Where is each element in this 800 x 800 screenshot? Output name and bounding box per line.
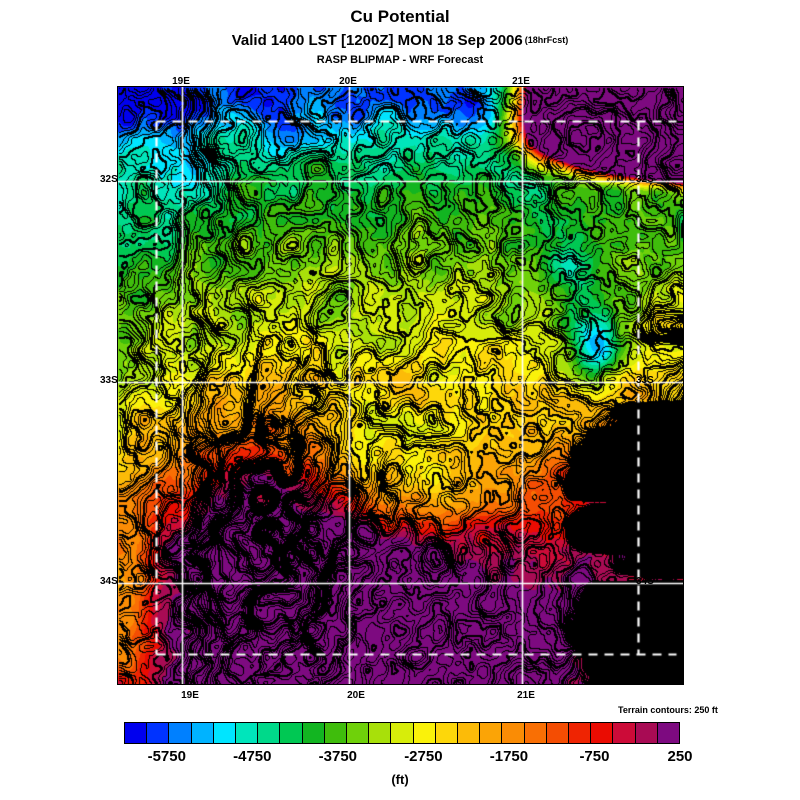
colorbar-swatch	[435, 723, 459, 743]
colorbar-swatch	[635, 723, 658, 743]
colorbar-tick-label: -4750	[233, 748, 272, 765]
colorbar-swatch	[524, 723, 547, 743]
colorbar-swatch	[236, 723, 259, 743]
colorbar-swatch	[213, 723, 237, 743]
colorbar-units: (ft)	[391, 772, 409, 787]
y-axis-label-right: 33S	[636, 375, 654, 386]
colorbar-swatch	[546, 723, 570, 743]
valid-time-line: Valid 1400 LST [1200Z] MON 18 Sep 2006 (1…	[0, 32, 800, 49]
x-axis-label-bottom: 21E	[517, 690, 535, 701]
colorbar-swatch	[657, 723, 680, 743]
colorbar-swatch	[391, 723, 414, 743]
y-axis-label-left: 33S	[100, 375, 118, 386]
colorbar-swatch	[458, 723, 481, 743]
y-axis-label-left: 32S	[100, 174, 118, 185]
x-axis-label-top: 21E	[512, 76, 530, 87]
x-axis-label-bottom: 19E	[181, 690, 199, 701]
colorbar-tick-label: -5750	[147, 748, 186, 765]
colorbar-swatch	[613, 723, 636, 743]
page-title: Cu Potential	[350, 7, 450, 26]
colorbar-swatch	[258, 723, 281, 743]
x-axis-label-top: 19E	[172, 76, 190, 87]
valid-time-text: Valid 1400 LST [1200Z] MON 18 Sep 2006	[231, 32, 523, 49]
colorbar-swatches	[124, 722, 680, 744]
colorbar[interactable]	[124, 722, 680, 744]
colorbar-swatch	[413, 723, 436, 743]
colorbar-swatch	[147, 723, 170, 743]
x-axis-label-bottom: 20E	[347, 690, 365, 701]
colorbar-swatch	[369, 723, 392, 743]
colorbar-swatch	[502, 723, 525, 743]
colorbar-tick-label: -3750	[318, 748, 358, 765]
map-raster	[118, 87, 683, 684]
terrain-contour-note: Terrain contours: 250 ft	[618, 705, 718, 715]
colorbar-swatch	[302, 723, 325, 743]
y-axis-label-right: 34S	[636, 576, 654, 587]
colorbar-swatch	[324, 723, 348, 743]
colorbar-swatch	[480, 723, 503, 743]
forecast-hour-note: (18hrFcst)	[524, 35, 569, 45]
forecast-map[interactable]	[117, 86, 684, 685]
y-axis-label-right: 32S	[636, 174, 654, 185]
colorbar-swatch	[169, 723, 192, 743]
x-axis-label-top: 20E	[339, 76, 357, 87]
colorbar-swatch	[347, 723, 370, 743]
colorbar-tick-label: -2750	[404, 748, 443, 765]
colorbar-swatch	[569, 723, 592, 743]
y-axis-label-left: 34S	[100, 576, 118, 587]
model-source-line: RASP BLIPMAP - WRF Forecast	[316, 54, 484, 66]
colorbar-tick-label: 250	[667, 748, 693, 765]
chart-header: Cu Potential Valid 1400 LST [1200Z] MON …	[0, 0, 800, 66]
colorbar-swatch	[191, 723, 214, 743]
colorbar-swatch	[591, 723, 614, 743]
colorbar-swatch	[125, 723, 148, 743]
colorbar-tick-label: -1750	[489, 748, 529, 765]
colorbar-tick-label: -750	[579, 748, 610, 765]
colorbar-swatch	[280, 723, 303, 743]
